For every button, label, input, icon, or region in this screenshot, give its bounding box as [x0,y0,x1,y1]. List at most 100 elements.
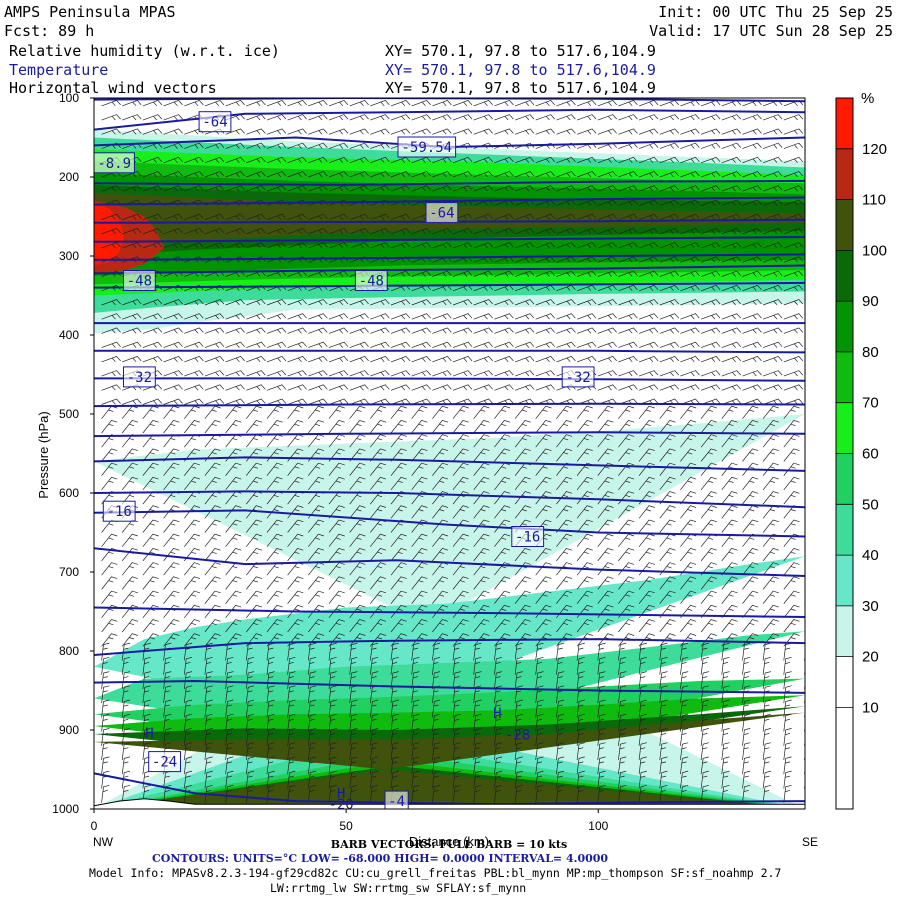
forecast-hour: Fcst: 89 h [4,22,94,40]
wind-barb [328,533,345,547]
wind-barb [556,213,576,221]
wind-barb [432,299,452,306]
wind-barb [597,448,614,462]
wind-barb [328,370,349,377]
wind-barb [101,448,118,462]
wind-barb [535,784,544,803]
wind-barb [576,185,597,192]
wind-barb [308,604,325,619]
wind-barb [597,419,614,434]
wind-barb [576,547,593,562]
wind-barb [804,247,805,249]
wind-barb [721,590,738,604]
wind-barb [494,448,511,462]
wind-barb [535,227,555,235]
wind-barb [349,313,369,320]
wind-barb [514,242,535,249]
contour-label: -48 [127,274,152,290]
field-xy-temperature: XY= 570.1, 97.8 to 517.6,104.9 [385,61,656,79]
wind-barb [659,784,668,803]
wind-barb [514,742,523,761]
wind-barb [721,171,742,178]
temperature-contour [94,179,805,186]
wind-barb [700,756,709,775]
wind-barb [473,713,482,732]
wind-barb [432,756,441,775]
contour-label: -16 [107,504,132,520]
wind-barb [287,156,307,164]
wind-barb [101,633,118,647]
wind-barb [308,547,325,562]
wind-barb [638,284,659,292]
wind-barb [411,185,431,192]
wind-barb [556,448,573,462]
wind-barb [390,533,407,547]
wind-barb [742,185,762,192]
wind-barb [432,491,449,505]
wind-barb [266,242,287,249]
wind-barb [390,299,411,306]
wind-barb [514,185,535,192]
wind-barb [700,434,717,448]
wind-barb [121,713,131,732]
contour-label-box [123,366,156,388]
contour-label-box [123,270,156,291]
wind-barb [556,642,565,661]
wind-barb [328,384,349,391]
wind-barb [556,313,576,320]
wind-barb [287,756,296,775]
wind-barb [659,419,676,434]
wind-barb [721,562,738,576]
wind-barb [432,604,449,619]
wind-barb [390,242,411,249]
wind-barb [494,384,514,391]
wind-barb [804,630,805,633]
wind-barb [618,576,635,590]
wind-barb [680,784,689,803]
wind-barb [680,299,700,306]
wind-barb [618,370,638,377]
wind-barb [680,476,697,491]
wind-barb [452,476,469,491]
wind-barb [142,398,163,405]
wind-barb [390,434,407,448]
wind-barb [680,519,697,533]
plot-frame [93,97,806,810]
wind-barb [680,713,689,732]
wind-barb [804,176,805,178]
wind-barb [659,633,676,647]
wind-barb [411,619,428,633]
wind-barb [494,770,503,789]
wind-barb [369,728,379,746]
wind-barb [783,604,800,619]
wind-barb [184,213,204,221]
wind-barb [287,242,307,249]
wind-barb [390,562,407,576]
wind-barb [659,284,680,292]
wind-barb [225,419,242,434]
wind-barb [762,656,771,675]
wind-barb [390,128,411,135]
wind-barb [597,128,617,135]
wind-barb [121,562,139,576]
wind-barb [183,713,193,732]
wind-barb [762,327,783,334]
wind-barb [638,355,659,363]
wind-barb [804,696,805,704]
wind-barb [101,114,121,121]
wind-barb [762,448,779,462]
wind-barb [473,405,490,419]
wind-barb [535,590,552,604]
wind-barb [721,284,742,292]
wind-barb [245,728,255,746]
wind-barb [452,462,469,476]
wind-barb [804,219,805,221]
temperature-contour [94,679,805,694]
wind-barb [494,434,511,448]
wind-barb [638,313,659,320]
wind-barb [597,576,614,590]
wind-barb [370,633,387,647]
wind-barb [535,171,555,178]
wind-barb [101,604,118,619]
wind-barb [204,242,225,249]
